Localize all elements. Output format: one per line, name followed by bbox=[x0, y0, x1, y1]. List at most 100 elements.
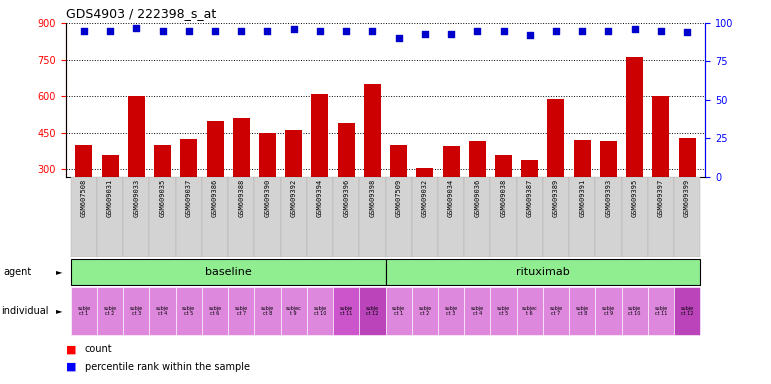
Point bbox=[419, 31, 431, 37]
Text: subje
ct 11: subje ct 11 bbox=[339, 306, 352, 316]
Text: GSM609034: GSM609034 bbox=[448, 179, 454, 217]
Bar bbox=[102, 155, 119, 242]
Bar bbox=[176, 287, 202, 335]
Point bbox=[602, 28, 614, 34]
Text: GSM609391: GSM609391 bbox=[579, 179, 585, 217]
Point bbox=[78, 28, 90, 34]
Text: GSM609390: GSM609390 bbox=[264, 179, 271, 217]
Text: ►: ► bbox=[56, 306, 62, 316]
Bar bbox=[574, 140, 591, 242]
Bar bbox=[412, 177, 438, 257]
Text: GSM609398: GSM609398 bbox=[369, 179, 375, 217]
Text: subje
ct 6: subje ct 6 bbox=[208, 306, 221, 316]
Point bbox=[209, 28, 221, 34]
Point bbox=[157, 28, 169, 34]
Point bbox=[366, 28, 379, 34]
Bar bbox=[678, 137, 695, 242]
Text: ■: ■ bbox=[66, 362, 76, 372]
Bar bbox=[443, 146, 460, 242]
Text: GSM609386: GSM609386 bbox=[212, 179, 218, 217]
Bar bbox=[307, 287, 333, 335]
Point bbox=[288, 26, 300, 32]
Bar bbox=[254, 287, 281, 335]
Bar bbox=[228, 287, 254, 335]
Point bbox=[392, 35, 405, 41]
Point bbox=[261, 28, 274, 34]
Bar bbox=[648, 177, 674, 257]
Bar bbox=[311, 94, 328, 242]
Bar bbox=[123, 287, 150, 335]
Text: GSM609392: GSM609392 bbox=[291, 179, 297, 217]
Point bbox=[471, 28, 483, 34]
Bar bbox=[490, 287, 517, 335]
Point bbox=[628, 26, 641, 32]
Text: GSM609388: GSM609388 bbox=[238, 179, 244, 217]
Bar bbox=[569, 287, 595, 335]
Bar bbox=[469, 141, 486, 242]
Bar bbox=[71, 177, 97, 257]
Point bbox=[576, 28, 588, 34]
Text: baseline: baseline bbox=[205, 266, 251, 277]
Bar bbox=[123, 177, 150, 257]
Text: GSM607509: GSM607509 bbox=[396, 179, 402, 217]
Point bbox=[340, 28, 352, 34]
Bar bbox=[416, 168, 433, 242]
Bar bbox=[621, 177, 648, 257]
Text: subje
ct 7: subje ct 7 bbox=[234, 306, 247, 316]
Bar bbox=[674, 287, 700, 335]
Text: subje
ct 12: subje ct 12 bbox=[681, 306, 694, 316]
Text: ►: ► bbox=[56, 267, 62, 276]
Bar bbox=[150, 177, 176, 257]
Bar bbox=[281, 287, 307, 335]
Text: subje
ct 10: subje ct 10 bbox=[628, 306, 641, 316]
Bar bbox=[543, 177, 569, 257]
Text: GSM609396: GSM609396 bbox=[343, 179, 349, 217]
Bar bbox=[207, 121, 224, 242]
Text: subjec
t 6: subjec t 6 bbox=[522, 306, 537, 316]
Text: subje
ct 9: subje ct 9 bbox=[602, 306, 615, 316]
Text: subje
ct 3: subje ct 3 bbox=[445, 306, 458, 316]
Text: rituximab: rituximab bbox=[516, 266, 570, 277]
Bar bbox=[386, 287, 412, 335]
Text: subje
ct 4: subje ct 4 bbox=[156, 306, 169, 316]
Text: GSM609387: GSM609387 bbox=[527, 179, 533, 217]
Bar bbox=[412, 287, 438, 335]
Bar bbox=[390, 145, 407, 242]
Bar bbox=[517, 287, 543, 335]
Text: subje
ct 2: subje ct 2 bbox=[419, 306, 432, 316]
Bar bbox=[517, 177, 543, 257]
Bar bbox=[202, 287, 228, 335]
Bar bbox=[228, 177, 254, 257]
Bar bbox=[364, 84, 381, 242]
Bar bbox=[259, 133, 276, 242]
Bar bbox=[600, 141, 617, 242]
Bar bbox=[547, 99, 564, 242]
Bar bbox=[386, 259, 700, 285]
Text: GSM609032: GSM609032 bbox=[422, 179, 428, 217]
Text: subje
ct 11: subje ct 11 bbox=[655, 306, 668, 316]
Text: GSM609031: GSM609031 bbox=[107, 179, 113, 217]
Text: subjec
t 9: subjec t 9 bbox=[286, 306, 301, 316]
Bar bbox=[652, 96, 669, 242]
Text: subje
ct 8: subje ct 8 bbox=[261, 306, 274, 316]
Text: count: count bbox=[85, 344, 113, 354]
Text: subje
ct 4: subje ct 4 bbox=[471, 306, 484, 316]
Text: subje
ct 12: subje ct 12 bbox=[365, 306, 379, 316]
Bar bbox=[97, 177, 123, 257]
Bar bbox=[648, 287, 674, 335]
Text: GSM609036: GSM609036 bbox=[474, 179, 480, 217]
Point bbox=[235, 28, 247, 34]
Point bbox=[681, 29, 693, 35]
Point bbox=[550, 28, 562, 34]
Bar bbox=[307, 177, 333, 257]
Point bbox=[183, 28, 195, 34]
Text: GSM609397: GSM609397 bbox=[658, 179, 664, 217]
Text: GSM609037: GSM609037 bbox=[186, 179, 192, 217]
Bar bbox=[386, 177, 412, 257]
Bar bbox=[150, 287, 176, 335]
Bar bbox=[674, 177, 700, 257]
Text: GSM609394: GSM609394 bbox=[317, 179, 323, 217]
Text: individual: individual bbox=[1, 306, 49, 316]
Bar bbox=[359, 287, 386, 335]
Text: agent: agent bbox=[4, 266, 32, 277]
